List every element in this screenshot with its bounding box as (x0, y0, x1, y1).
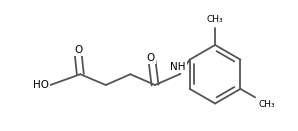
Text: NH: NH (170, 62, 186, 72)
Text: O: O (74, 45, 82, 55)
Text: HO: HO (33, 80, 49, 90)
Text: CH₃: CH₃ (258, 100, 275, 109)
Text: O: O (146, 53, 155, 63)
Text: CH₃: CH₃ (207, 15, 224, 24)
